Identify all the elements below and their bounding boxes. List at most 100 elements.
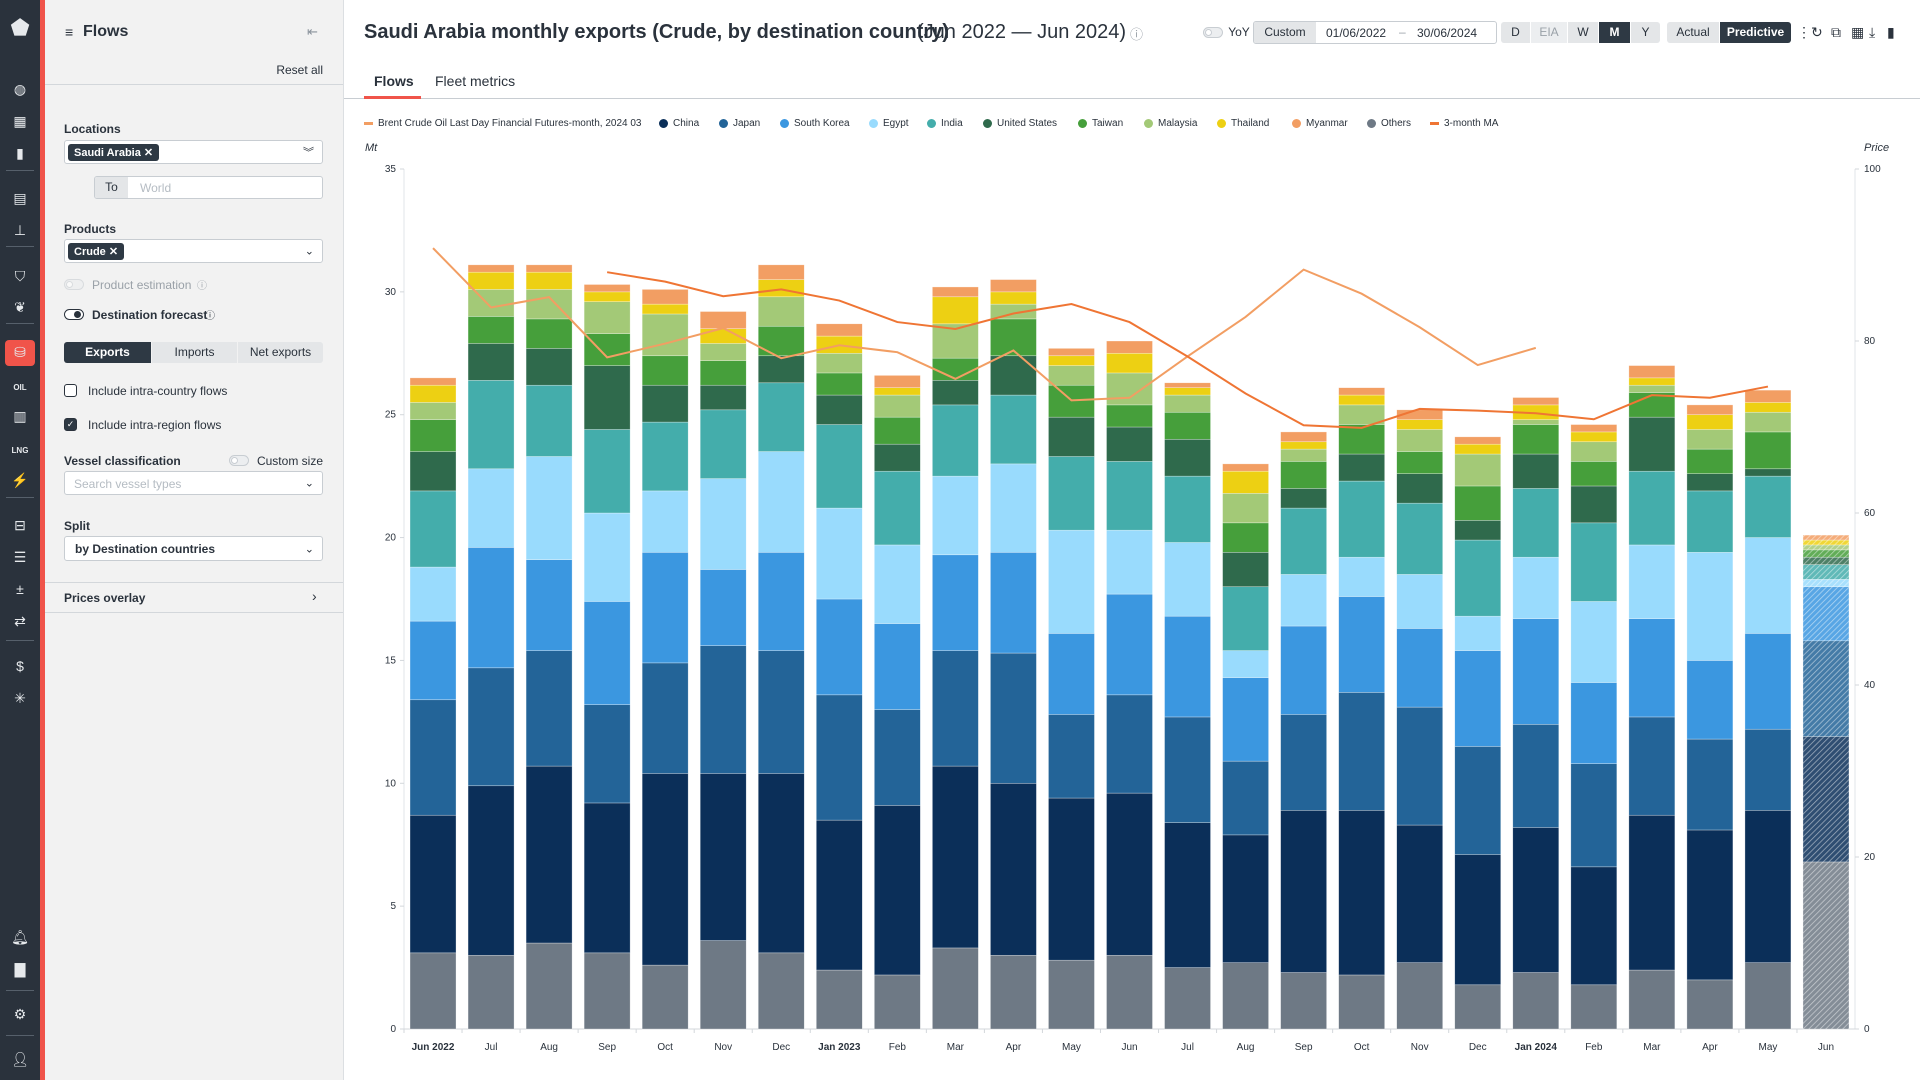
chevron-down-icon[interactable]: ⌄ — [304, 477, 314, 490]
yoy-toggle[interactable] — [1203, 27, 1223, 38]
bar-segment-japan — [932, 650, 979, 767]
info-icon[interactable]: ⓘ — [1130, 27, 1144, 42]
bar-segment-others — [1280, 972, 1327, 1030]
legend-item[interactable]: Brent Crude Oil Last Day Financial Futur… — [364, 118, 641, 129]
tab-fleet-metrics[interactable]: Fleet metrics — [435, 73, 516, 89]
vessel-type-select[interactable]: Search vessel types ⌄ — [64, 471, 323, 495]
analytics-icon[interactable]: ⊥ — [13, 222, 27, 238]
segment-net-exports[interactable]: Net exports — [238, 342, 323, 363]
legend-item[interactable]: Taiwan — [1078, 118, 1123, 129]
locations-select[interactable]: Saudi Arabia ✕ ︾ — [64, 140, 323, 164]
legend-item[interactable]: China — [659, 118, 699, 129]
bar-segment-india — [1686, 490, 1734, 553]
date-from[interactable]: 01/06/2022 — [1326, 26, 1387, 40]
lng-icon[interactable]: LNG — [6, 436, 34, 460]
tab-flows[interactable]: Flows — [374, 73, 414, 89]
x-tick-label: Jul — [1181, 1042, 1194, 1053]
calculator-icon[interactable]: ± — [16, 581, 24, 597]
destination-forecast-toggle[interactable] — [64, 309, 84, 320]
reset-all-button[interactable]: Reset all — [276, 63, 323, 77]
bar-segment-united-states — [1222, 552, 1269, 588]
intra-country-checkbox[interactable] — [64, 384, 77, 397]
segment-exports[interactable]: Exports — [64, 342, 151, 363]
custom-size-toggle[interactable] — [229, 455, 249, 466]
mode-predictive[interactable]: Predictive — [1720, 22, 1791, 43]
flows-icon[interactable]: ⛁ — [5, 340, 35, 366]
chat-icon[interactable]: ▇ — [14, 961, 26, 977]
legend-item[interactable]: Egypt — [869, 118, 909, 129]
download-icon[interactable]: ⤓ — [1869, 24, 1876, 40]
legend-item[interactable]: 3-month MA — [1430, 118, 1498, 129]
collapse-sidebar-icon[interactable]: ⇤ — [307, 24, 318, 39]
legend-item[interactable]: Malaysia — [1144, 118, 1197, 129]
refresh-icon[interactable]: ↻ — [1811, 24, 1823, 40]
power-icon[interactable]: ⚡ — [11, 472, 29, 488]
logo-icon[interactable]: ⬟ — [10, 15, 30, 40]
shield-icon[interactable]: ⛉ — [14, 268, 26, 284]
segment-imports[interactable]: Imports — [152, 342, 237, 363]
prices-overlay-row[interactable]: Prices overlay › — [45, 583, 344, 612]
legend-item[interactable]: United States — [983, 118, 1057, 129]
intra-region-checkbox[interactable]: ✓ — [64, 418, 77, 431]
remove-chip-icon[interactable]: ✕ — [143, 147, 154, 159]
list-icon[interactable]: ☰ — [13, 549, 27, 565]
leaf-icon[interactable]: ❦ — [14, 299, 26, 315]
bar-segment-united-states — [1628, 416, 1676, 472]
info-icon[interactable]: ⓘ — [197, 281, 207, 292]
bar-segment-others — [1106, 954, 1153, 1030]
news-icon[interactable]: ▤ — [13, 190, 27, 206]
legend-label: Egypt — [883, 118, 909, 129]
bar-segment-china — [1686, 829, 1734, 981]
dollar-icon[interactable]: $ — [16, 658, 24, 674]
remove-chip-icon[interactable]: ✕ — [108, 246, 119, 258]
bookmark-icon[interactable]: ▮ — [16, 145, 24, 161]
bar-segment-malaysia — [1512, 419, 1560, 425]
vessel-icon[interactable]: ⊟ — [14, 517, 26, 533]
legend-item[interactable]: Japan — [719, 118, 760, 129]
swatch-dot — [780, 119, 789, 128]
date-range-picker[interactable]: Custom 01/06/2022 – 30/06/2024 — [1253, 21, 1497, 44]
swap-icon[interactable]: ⇄ — [14, 613, 26, 629]
granularity-d[interactable]: D — [1501, 22, 1530, 43]
admin-icon[interactable]: ⚙ — [13, 1006, 27, 1022]
chevron-down-icon[interactable]: ⌄ — [304, 245, 314, 258]
bar-segment-japan — [815, 694, 863, 821]
bar-segment-china — [932, 765, 979, 949]
legend-item[interactable]: Thailand — [1217, 118, 1269, 129]
oil-icon[interactable]: OIL — [6, 373, 34, 397]
chevron-down-icon[interactable]: ⌄ — [304, 543, 314, 555]
bell-icon[interactable]: 🔔︎ — [11, 929, 29, 945]
legend-item[interactable]: Myanmar — [1292, 118, 1348, 129]
custom-range-button[interactable]: Custom — [1254, 22, 1316, 43]
user-icon[interactable]: 👤︎ — [11, 1051, 29, 1067]
more-options-icon[interactable]: ⋮ — [1797, 24, 1811, 40]
granularity-eia[interactable]: EIA — [1531, 22, 1567, 43]
mode-actual[interactable]: Actual — [1667, 22, 1719, 43]
granularity-m[interactable]: M — [1599, 22, 1630, 43]
asterisk-icon[interactable]: ✳ — [14, 690, 26, 706]
destination-field[interactable]: To World — [94, 176, 323, 199]
legend-item[interactable]: India — [927, 118, 963, 129]
products-select[interactable]: Crude ✕ ⌄ — [64, 239, 323, 263]
product-estimation-toggle[interactable] — [64, 279, 84, 290]
bar-segment-myanmar — [525, 264, 573, 273]
globe-icon[interactable]: ◍ — [13, 81, 27, 97]
granularity-y[interactable]: Y — [1631, 22, 1660, 43]
granularity-w[interactable]: W — [1568, 22, 1598, 43]
vessel-classification-label: Vessel classification — [64, 454, 181, 468]
split-select[interactable]: by Destination countries ⌄ — [64, 536, 323, 561]
bar-chart-icon[interactable]: ▥ — [13, 408, 27, 424]
bookmark-icon[interactable]: ▮ — [1887, 24, 1895, 40]
bar-segment-myanmar — [409, 377, 457, 386]
configure-icon[interactable]: ⧉ — [1831, 24, 1841, 40]
add-widget-icon[interactable]: ▦ — [1851, 24, 1865, 40]
dashboard-icon[interactable]: ▦ — [13, 113, 27, 129]
date-to[interactable]: 30/06/2024 — [1417, 26, 1478, 40]
predictive-hatch — [1802, 579, 1849, 587]
expand-icon[interactable]: ︾ — [303, 147, 314, 159]
legend-item[interactable]: Others — [1367, 118, 1411, 129]
info-icon[interactable]: ⓘ — [205, 311, 215, 322]
bar-segment-china — [467, 785, 515, 956]
legend-item[interactable]: South Korea — [780, 118, 850, 129]
bar-segment-malaysia — [641, 313, 689, 357]
